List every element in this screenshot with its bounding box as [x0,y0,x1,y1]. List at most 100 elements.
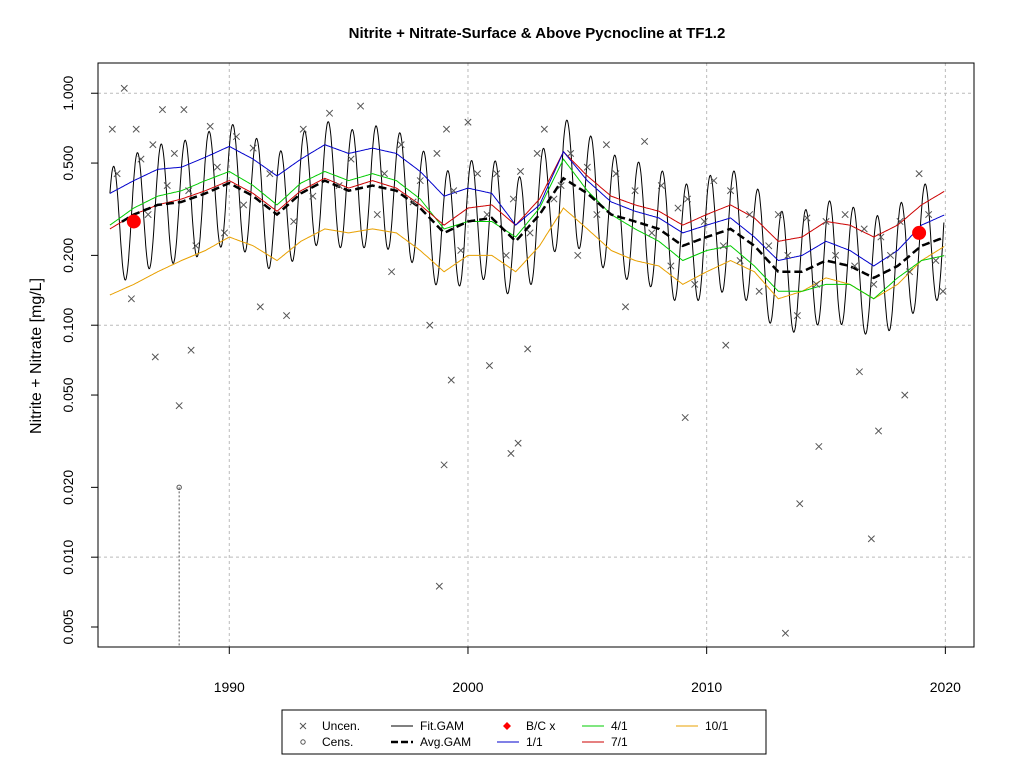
uncensored-point [192,242,200,250]
uncensored-point [442,125,451,133]
uncensored-point [841,210,849,219]
uncensored-point [681,413,689,422]
uncensored-point [220,229,229,237]
y-tick-label: 0.050 [60,377,76,412]
uncensored-point [765,242,773,250]
uncensored-point [641,137,649,145]
uncensored-point [860,225,868,233]
uncensored-point [440,461,448,469]
uncensored-point [667,262,675,270]
y-axis-title: Nitrite + Nitrate [mg/L] [28,278,45,434]
uncensored-point [851,262,859,270]
uncensored-point [583,163,591,171]
uncensored-point [132,125,140,133]
uncensored-point [240,201,248,209]
legend-label: Avg.GAM [420,735,471,749]
uncensored-point [793,312,801,320]
legend-label: 1/1 [526,735,543,749]
y-tick-label: 0.500 [60,145,76,180]
y-tick-label: 0.005 [60,609,76,644]
uncensored-point [493,170,501,178]
legend-label: Fit.GAM [420,719,464,733]
uncensored-point [502,251,510,259]
uncensored-point [574,251,582,259]
uncensored-point [206,122,214,130]
uncensored-point [657,181,665,190]
uncensored-point [726,187,735,195]
uncensored-point [426,321,434,329]
uncensored-point [113,170,121,178]
uncensored-point [886,251,895,259]
uncensored-point [925,210,933,219]
uncensored-point [781,629,789,637]
uncensored-point [877,233,885,241]
grid-layer [98,63,974,647]
y-tick-label: 0.200 [60,238,76,273]
series-10-1-line [109,207,945,300]
uncensored-point [357,102,365,110]
uncensored-point [719,242,727,250]
x-tick-label: 1990 [214,679,245,695]
uncensored-point [674,204,682,212]
uncensored-point [266,170,274,178]
legend-box [281,709,767,755]
uncensored-point [483,210,491,219]
uncensored-point [812,280,821,288]
uncensored-point [170,149,178,158]
uncensored-point [473,170,482,178]
legend-label: 4/1 [611,719,628,733]
uncensored-point [397,141,405,149]
uncensored-point [373,210,381,219]
uncensored-point [540,125,548,133]
uncensored-point [249,144,257,152]
uncensored-point [158,106,167,114]
uncensored-point [299,125,307,133]
uncensored-point [870,280,878,288]
uncensored-point [722,341,730,349]
uncensored-point [832,251,840,259]
legend-label: Uncen. [322,719,360,733]
series-7-1-line [109,150,945,242]
legend-symbol-uncen [299,722,307,730]
censored-point [176,484,182,491]
series-4-1-line [109,158,945,300]
uncensored-point [784,251,792,259]
uncensored-point [151,353,159,361]
uncensored-point [309,192,317,200]
uncensored-point [185,187,193,195]
axis-layer: 1990 2000 2010 2020 0.005 0.010 0.020 0.050 0.10… [60,76,961,695]
uncensored-point [774,210,782,219]
uncensored-point [631,187,639,195]
uncensored-point [901,391,909,399]
uncensored-point [710,177,718,185]
uncensored-point [874,427,883,435]
uncensored-point [755,287,763,295]
uncensored-point [867,535,875,543]
uncensored-point [648,229,656,237]
uncensored-point [447,376,455,384]
uncensored-point [137,155,145,163]
uncensored-point [815,442,823,451]
y-tick-label: 0.020 [60,470,76,505]
uncensored-point [524,345,532,353]
uncensored-point [822,217,830,226]
uncensored-point [691,280,699,288]
uncensored-point [526,229,534,237]
legend-label: B/C x [526,719,555,733]
uncensored-point [514,439,522,447]
x-tick-label: 2000 [452,679,483,695]
uncensored-point [932,256,940,265]
uncensored-point [612,170,620,178]
bc-point [126,214,141,229]
chart-title: Nitrite + Nitrate-Surface & Above Pycnoc… [349,25,726,42]
uncensored-point [509,195,517,203]
uncensored-point [905,268,914,276]
uncensored-point [175,402,183,410]
uncensored-point [256,303,264,311]
uncensored-point [187,346,195,354]
legend-label: 7/1 [611,735,628,749]
x-tick-label: 2020 [930,679,961,695]
uncensored-point [593,210,601,219]
